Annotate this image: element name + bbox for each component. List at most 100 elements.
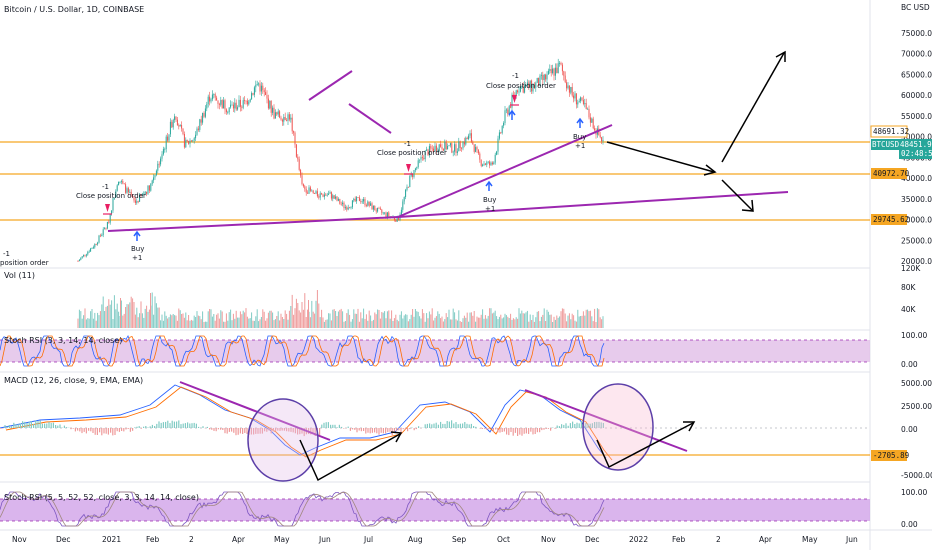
volume-bar bbox=[486, 318, 488, 328]
macd-hist-bar bbox=[369, 428, 371, 434]
annotation-close-1[interactable]: -1 Close position order bbox=[76, 183, 146, 215]
macd-title: MACD (12, 26, close, 9, EMA, EMA) bbox=[4, 376, 143, 385]
volume-bar bbox=[322, 317, 324, 328]
volume-bar bbox=[393, 318, 395, 328]
candle-body bbox=[368, 201, 370, 206]
macd-hist-bar bbox=[107, 428, 109, 435]
vol-tick-2: 40K bbox=[901, 305, 917, 314]
macd-hist-bar bbox=[453, 423, 455, 428]
candle-body bbox=[78, 259, 80, 262]
currency-label: BC USD bbox=[901, 3, 930, 12]
candle-body bbox=[554, 67, 556, 76]
trend-seg-1[interactable] bbox=[308, 70, 353, 101]
volume-bar bbox=[351, 319, 353, 328]
volume-bar bbox=[505, 315, 507, 328]
volume-bar bbox=[165, 315, 167, 328]
annotation-close-0[interactable]: -1 position order bbox=[0, 250, 49, 267]
candle-body bbox=[602, 140, 604, 142]
candle-body bbox=[461, 147, 463, 149]
candle-body bbox=[491, 162, 493, 165]
candle-body bbox=[130, 191, 132, 196]
candle-body bbox=[272, 107, 274, 113]
macd-hist-bar bbox=[550, 428, 552, 431]
volume-bar bbox=[347, 309, 349, 328]
annotation-buy-3[interactable]: Buy +1 bbox=[573, 117, 586, 150]
trend-seg-2[interactable] bbox=[348, 103, 392, 134]
trendline-rising[interactable] bbox=[397, 124, 613, 218]
macd-hist-bar bbox=[195, 423, 197, 428]
annotation-close-2[interactable]: -1 Close position order bbox=[377, 140, 447, 175]
candle-body bbox=[244, 100, 246, 101]
macd-hist-bar bbox=[6, 426, 8, 428]
volume-bar bbox=[405, 314, 407, 328]
volume-bar bbox=[567, 315, 569, 328]
volume-bar bbox=[426, 313, 428, 328]
macd-hist-bar bbox=[44, 423, 46, 428]
macd-hist-bar bbox=[253, 428, 255, 435]
candle-body bbox=[162, 149, 164, 155]
candle-body bbox=[398, 216, 400, 220]
trendline-lower[interactable] bbox=[107, 216, 399, 232]
volume-bar bbox=[316, 290, 318, 328]
macd-hist-bar bbox=[123, 428, 125, 432]
macd-ellipse-2[interactable] bbox=[582, 383, 654, 471]
macd-hist-bar bbox=[457, 424, 459, 428]
candle-body bbox=[427, 149, 429, 156]
candle-body bbox=[88, 251, 90, 253]
macd-hist-bar bbox=[244, 428, 246, 433]
macd-hist-bar bbox=[235, 428, 237, 436]
volume-bar bbox=[234, 318, 236, 328]
volume-bar bbox=[518, 308, 520, 328]
macd-trend-1[interactable] bbox=[179, 381, 331, 441]
annotation-close-3[interactable]: -1 Close position order bbox=[486, 72, 556, 106]
volume-bar bbox=[375, 314, 377, 328]
candle-body bbox=[199, 119, 201, 130]
volume-bar bbox=[120, 298, 121, 328]
volume-bar bbox=[361, 318, 363, 328]
trendline-long[interactable] bbox=[397, 191, 789, 218]
candle-body bbox=[200, 119, 202, 123]
projection-arrows[interactable] bbox=[299, 50, 786, 482]
volume-bar bbox=[319, 317, 321, 328]
volume-bar bbox=[241, 314, 243, 328]
volume-bar bbox=[349, 314, 351, 328]
volume-bar bbox=[557, 317, 559, 328]
volume-bar bbox=[185, 312, 187, 328]
volume-bar bbox=[354, 313, 356, 328]
macd-hist-bar bbox=[352, 428, 354, 430]
volume-bar bbox=[329, 313, 331, 328]
candle-body bbox=[531, 80, 533, 92]
macd-hist-bar bbox=[277, 428, 279, 431]
annotation-buy-2[interactable]: Buy +1 bbox=[483, 180, 496, 213]
macd-hist-bar bbox=[15, 424, 17, 428]
time-label: Apr bbox=[232, 535, 246, 544]
volume-bar bbox=[231, 320, 233, 328]
candle-body bbox=[332, 195, 334, 199]
volume-bar bbox=[154, 296, 156, 328]
candle-body bbox=[125, 184, 127, 193]
volume-bar bbox=[591, 316, 593, 328]
macd-hist-bar bbox=[360, 428, 362, 432]
macd-hist-bar bbox=[24, 421, 26, 428]
volume-bar bbox=[431, 308, 433, 328]
candle-body bbox=[129, 191, 131, 193]
candle-body bbox=[168, 134, 170, 141]
macd-hist-bar bbox=[41, 423, 43, 428]
annotation-buy-4[interactable] bbox=[508, 109, 516, 120]
macd-ellipse-1[interactable] bbox=[247, 398, 319, 482]
candle-body bbox=[372, 205, 374, 210]
annotation-buy-1[interactable]: Buy +1 bbox=[131, 230, 144, 262]
macd-hist-bar bbox=[440, 421, 442, 428]
candle-body bbox=[119, 181, 121, 183]
volume-bar bbox=[346, 313, 348, 328]
macd-hist-bar bbox=[171, 420, 173, 428]
volume-bar bbox=[284, 310, 286, 328]
volume-bar bbox=[318, 303, 320, 328]
candle-body bbox=[542, 74, 544, 81]
volume-bar bbox=[526, 310, 528, 328]
candle-body bbox=[477, 149, 479, 154]
macd-hist-bar bbox=[22, 421, 24, 428]
volume-bar bbox=[127, 304, 129, 328]
